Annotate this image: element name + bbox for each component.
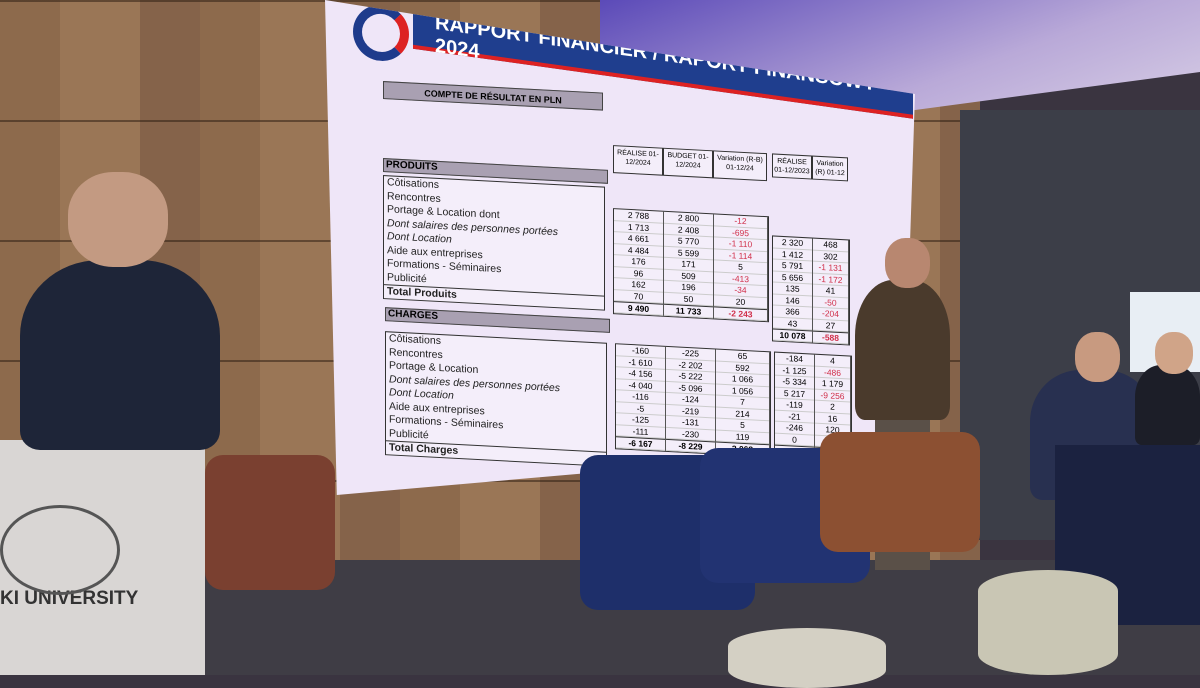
header-variation-2024: Variation (R-B) 01-12/24 xyxy=(713,150,767,182)
produits-2024-values: 2 788 1 713 4 661 4 484 176 96 162 70 9 490 2 800… xyxy=(613,208,769,322)
produits-column-variation_2024: -12 -695 -1 110 -1 114 5 -413 -34 20 -2 243 xyxy=(714,214,768,321)
charges-section-header: CHARGES xyxy=(385,307,610,333)
charges-labels: Côtisations Rencontres Portage & Location D… xyxy=(385,331,607,467)
speaker-left xyxy=(20,260,220,450)
produits-cell-variation_2023: -588 xyxy=(813,330,848,344)
produits-column-budget_2024: 2 800 2 408 5 770 5 599 171 509 196 50 11 733 xyxy=(664,211,714,318)
produits-labels: Côtisations Rencontres Portage & Location … xyxy=(383,175,605,311)
speaker-center-head xyxy=(885,238,930,288)
side-table-center xyxy=(728,628,886,688)
speaker-left-head xyxy=(68,172,168,267)
header-budget-2024: BUDGET 01-12/2024 xyxy=(663,147,713,179)
chair-brown-left xyxy=(205,455,335,590)
charges-cell-realise_2024: -6 167 xyxy=(616,436,665,451)
header-realise-2024: RÉALISE 01-12/2024 xyxy=(613,145,663,176)
panelist-woman-head xyxy=(1155,332,1193,374)
presentation-screen: RAPPORT FINANCIER / RAPORT FINANSOWY 202… xyxy=(325,0,915,495)
university-logo-icon xyxy=(0,505,120,595)
panelist-man-head xyxy=(1075,332,1120,382)
produits-cell-realise_2023: 10 078 xyxy=(773,328,812,343)
produits-column-realise_2023: 2 320 1 412 5 791 5 656 135 146 366 43 10 078 xyxy=(773,236,813,343)
logo-icon xyxy=(353,3,409,63)
panelist-woman xyxy=(1135,365,1200,445)
produits-cell-variation_2023: -1 172 xyxy=(813,273,848,287)
podium-university-text: KI UNIVERSITY xyxy=(0,588,139,609)
produits-2023-values: 2 320 1 412 5 791 5 656 135 146 366 43 10 078 468… xyxy=(772,235,850,346)
produits-cell-variation_2024: -2 243 xyxy=(714,306,767,321)
chair-brown-right xyxy=(820,432,980,552)
produits-cell-realise_2024: 9 490 xyxy=(614,301,663,316)
charges-column-realise_2024: -160 -1 610 -4 156 -4 040 -116 -5 -125 -111 -6 1… xyxy=(616,344,666,451)
charges-cell-variation_2023: -9 256 xyxy=(815,389,850,403)
header-realise-2023: RÉALISE 01-12/2023 xyxy=(772,153,812,180)
slide-subtitle: COMPTE DE RÉSULTAT EN PLN xyxy=(383,81,603,111)
column-headers: RÉALISE 01-12/2024 BUDGET 01-12/2024 Var… xyxy=(613,145,848,185)
charges-2024-values: -160 -1 610 -4 156 -4 040 -116 -5 -125 -111 -6 1… xyxy=(615,343,771,457)
produits-cell-budget_2024: 11 733 xyxy=(664,303,713,318)
charges-column-budget_2024: -225 -2 202 -5 222 -5 096 -124 -219 -131 -230 -8… xyxy=(666,346,716,453)
produits-column-realise_2024: 2 788 1 713 4 661 4 484 176 96 162 70 9 490 xyxy=(614,209,664,316)
side-table-right xyxy=(978,570,1118,675)
header-variation-2023: Variation (R) 01-12 xyxy=(812,155,848,182)
produits-column-variation_2023: 468 302 -1 131 -1 172 41 -50 -204 27 -588 xyxy=(813,238,849,344)
speaker-center xyxy=(855,280,950,420)
